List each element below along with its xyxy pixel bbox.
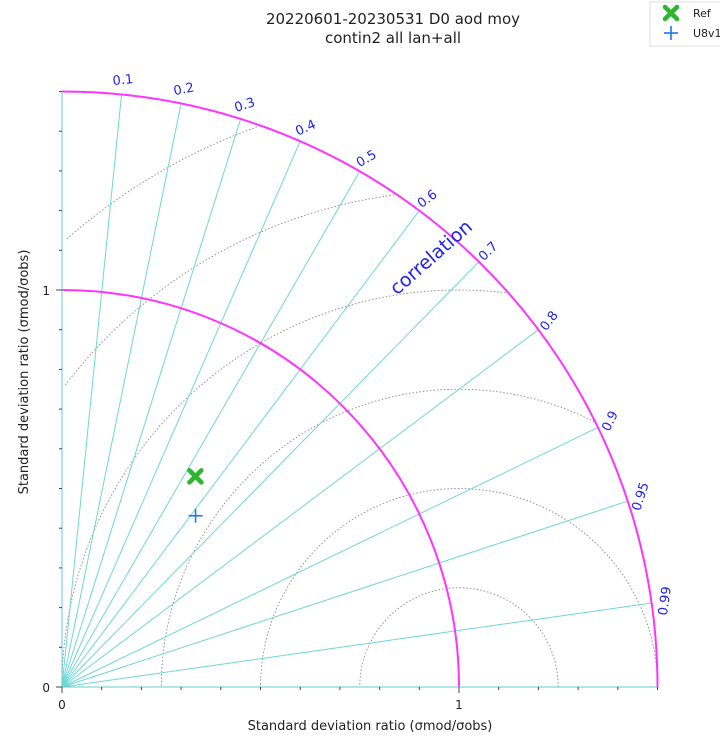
rms-contour-0	[359, 587, 559, 688]
correlation-tick-labels: 0.1 0.2 0.3 0.4 0.5 0.6 0.7 0.8 0.9 0.95 0.99	[112, 72, 675, 616]
correlation-line-0.9	[61, 426, 599, 688]
correlation-tick-label-0.95: 0.95	[629, 481, 652, 513]
correlation-tick-label-0.5: 0.5	[354, 147, 379, 170]
correlation-line-0.4	[61, 141, 301, 688]
correlation-line-0.8	[61, 329, 539, 688]
legend-marker-ref	[662, 4, 680, 22]
y-tick-label-0: 0	[42, 681, 50, 695]
correlation-tick-label-0.2: 0.2	[172, 80, 195, 99]
y-axis-label: Standard deviation ratio (σmod/σobs)	[17, 250, 32, 495]
outer-std-arc	[61, 90, 659, 688]
x-axis-label: Standard deviation ratio (σmod/σobs)	[248, 719, 493, 734]
correlation-line-0.3	[61, 118, 242, 688]
legend-marker-ref-stroke-b	[662, 4, 680, 22]
axes	[56, 91, 658, 693]
chart-title-line-2: contin2 all lan+all	[325, 29, 461, 47]
correlation-tick-label-0.9: 0.9	[599, 409, 622, 434]
rms-contour-5	[66, 125, 261, 240]
correlation-tick-label-0.4: 0.4	[293, 117, 318, 139]
correlation-line-0.2	[61, 103, 182, 688]
rms-contour-3	[61, 289, 506, 688]
data-points	[187, 468, 204, 523]
rms-contour-1	[260, 488, 658, 688]
legend-box	[649, 1, 720, 47]
x-tick-label-0: 0	[58, 698, 66, 712]
point-ref	[187, 468, 204, 485]
point-u8v1	[188, 508, 203, 523]
correlation-axis-label: correlation	[386, 216, 477, 300]
correlation-tick-label-0.8: 0.8	[537, 309, 561, 335]
std-arcs	[61, 90, 659, 688]
correlation-line-0.99	[61, 602, 652, 688]
legend-label-ref: Ref	[693, 7, 712, 20]
legend-label-u8v1: U8v1	[693, 27, 720, 40]
correlation-line-0.1	[61, 94, 123, 688]
chart-title-line-1: 20220601-20230531 D0 aod moy	[266, 10, 520, 28]
rms-contour-4	[64, 194, 395, 386]
correlation-lines	[61, 94, 652, 688]
correlation-tick-label-0.1: 0.1	[112, 72, 134, 89]
correlation-tick-label-0.3: 0.3	[233, 95, 257, 116]
x-tick-label-1: 1	[455, 698, 463, 712]
correlation-tick-label-0.6: 0.6	[415, 187, 441, 211]
correlation-line-0.7	[61, 261, 480, 688]
legend: Ref U8v1	[649, 1, 720, 47]
reference-std-arc	[61, 289, 460, 688]
y-tick-label-1: 1	[42, 284, 50, 298]
point-ref-stroke-b	[187, 468, 204, 485]
correlation-line-0.95	[61, 500, 628, 688]
correlation-tick-label-0.7: 0.7	[476, 239, 501, 264]
correlation-tick-label-0.99: 0.99	[656, 586, 675, 617]
legend-marker-u8v1	[664, 26, 678, 40]
correlation-line-0.6	[61, 210, 420, 688]
rms-contours	[61, 125, 658, 688]
correlation-line-0.5	[61, 171, 361, 688]
